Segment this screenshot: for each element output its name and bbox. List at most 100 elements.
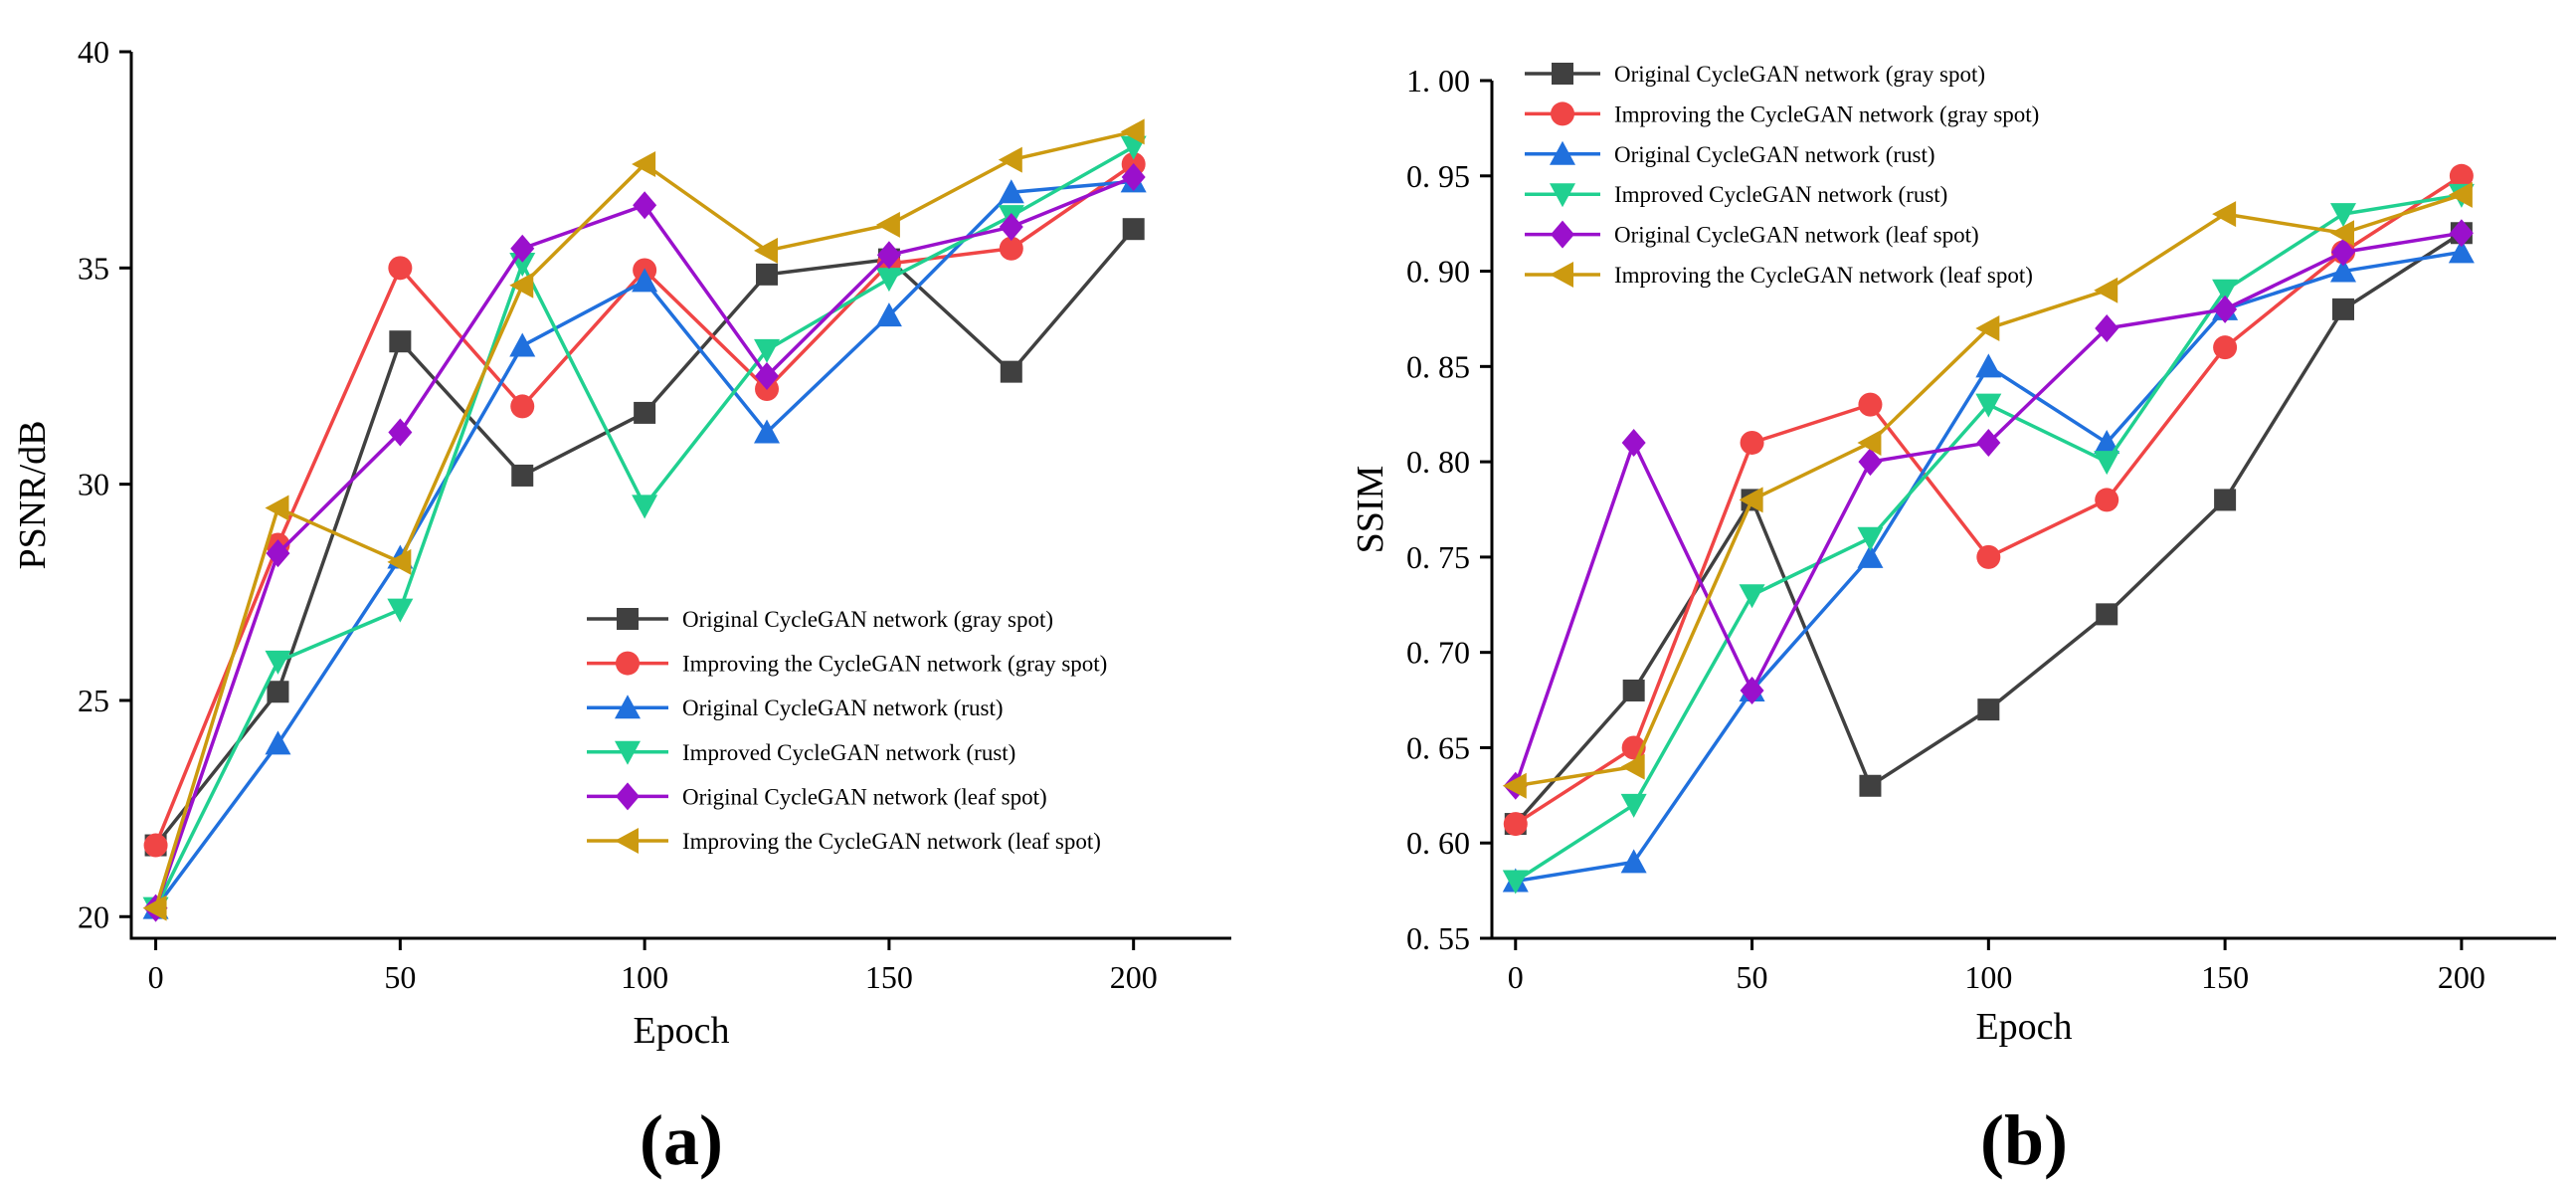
legend-marker xyxy=(615,828,639,854)
y-tick-label: 0. 55 xyxy=(1406,920,1470,956)
y-tick-label: 0. 90 xyxy=(1406,254,1470,290)
data-point xyxy=(755,361,780,390)
data-point xyxy=(1503,812,1528,837)
data-point xyxy=(998,146,1022,173)
legend: Original CycleGAN network (gray spot) Imp… xyxy=(1525,62,2039,288)
data-point xyxy=(510,394,535,419)
data-point xyxy=(2448,181,2473,208)
data-point xyxy=(1975,393,2002,418)
legend-marker xyxy=(616,651,640,676)
data-point xyxy=(2332,298,2354,320)
data-point xyxy=(1122,218,1145,241)
data-point xyxy=(1502,772,1527,799)
data-point xyxy=(998,179,1024,204)
data-point xyxy=(1976,544,2001,569)
data-point xyxy=(510,234,535,263)
x-tick-label: 150 xyxy=(2201,959,2249,995)
legend-marker xyxy=(1552,63,1573,85)
data-point xyxy=(143,833,168,858)
data-point xyxy=(2330,258,2356,283)
y-tick-label: 0. 95 xyxy=(1406,158,1470,194)
data-point xyxy=(2330,220,2354,247)
data-point xyxy=(999,236,1023,261)
y-axis-label: SSIM xyxy=(1350,466,1391,554)
data-point xyxy=(2213,335,2238,360)
panel-label: (a) xyxy=(640,1100,723,1180)
y-tick-label: 0. 70 xyxy=(1406,635,1470,671)
legend-marker xyxy=(1551,220,1574,249)
data-point xyxy=(2094,451,2120,476)
data-point xyxy=(388,418,413,447)
x-tick-label: 200 xyxy=(1110,959,1158,995)
data-point xyxy=(754,237,779,264)
series-purple xyxy=(1503,219,2474,800)
y-tick-label: 40 xyxy=(78,34,109,70)
legend-marker xyxy=(1550,183,1575,208)
y-tick-label: 30 xyxy=(78,467,109,502)
data-point xyxy=(2449,163,2474,188)
data-point xyxy=(1739,487,1763,513)
y-tick-label: 35 xyxy=(78,250,109,286)
data-point xyxy=(1977,698,2000,721)
x-axis-label: Epoch xyxy=(633,1010,729,1052)
data-point xyxy=(388,256,413,281)
data-point xyxy=(1858,448,1883,477)
data-point xyxy=(1857,543,1884,568)
data-point xyxy=(387,548,412,575)
legend-marker xyxy=(1550,140,1575,165)
y-tick-label: 0. 75 xyxy=(1406,539,1470,575)
legend-label: Original CycleGAN network (rust) xyxy=(682,696,1004,720)
x-axis-label: Epoch xyxy=(1975,1006,2072,1048)
data-point xyxy=(2331,238,2355,267)
data-point xyxy=(265,730,291,755)
x-tick-label: 50 xyxy=(1737,959,1768,995)
data-point xyxy=(1620,849,1647,874)
data-point xyxy=(142,895,167,921)
axes xyxy=(129,52,1231,940)
x-tick-label: 50 xyxy=(384,959,416,995)
data-point xyxy=(1000,360,1022,383)
x-tick-label: 0 xyxy=(148,959,164,995)
data-point xyxy=(266,539,290,568)
data-point xyxy=(875,268,902,293)
data-point xyxy=(265,495,289,521)
data-point xyxy=(1620,753,1645,780)
legend-label: Improved CycleGAN network (rust) xyxy=(1614,182,1947,207)
y-axis-label: PSNR/dB xyxy=(12,421,54,570)
data-point xyxy=(389,330,412,353)
data-point xyxy=(1740,430,1764,455)
data-point xyxy=(2212,201,2237,228)
legend-label: Original CycleGAN network (leaf spot) xyxy=(682,784,1047,809)
legend-label: Original CycleGAN network (gray spot) xyxy=(682,607,1053,632)
data-point xyxy=(1621,428,1646,457)
data-point xyxy=(2095,314,2119,343)
legend-label: Original CycleGAN network (gray spot) xyxy=(1614,62,1985,87)
legend-label: Improving the CycleGAN network (gray spo… xyxy=(1614,101,2039,126)
data-point xyxy=(511,464,534,487)
data-point xyxy=(1121,163,1146,192)
data-point xyxy=(1739,584,1765,609)
legend-label: Improved CycleGAN network (rust) xyxy=(682,740,1015,765)
data-point xyxy=(1857,526,1884,551)
y-tick-label: 0. 80 xyxy=(1406,444,1470,480)
data-point xyxy=(2212,279,2239,303)
y-tick-label: 0. 60 xyxy=(1406,825,1470,861)
legend-marker xyxy=(615,695,641,719)
data-point xyxy=(1740,676,1764,704)
data-point xyxy=(754,419,781,444)
y-tick-label: 25 xyxy=(78,683,109,718)
data-point xyxy=(632,268,658,293)
x-tick-label: 100 xyxy=(621,959,668,995)
chart-psnr: 0 50 100 150 200 20 25 30 35 40 Epoch PSNR/dB (a) Ori… xyxy=(12,34,1231,1180)
y-tick-label: 0. 85 xyxy=(1406,348,1470,384)
data-point xyxy=(2095,488,2119,512)
data-point xyxy=(875,302,902,327)
data-point xyxy=(1620,793,1647,818)
data-point xyxy=(2448,239,2475,264)
x-tick-label: 200 xyxy=(2438,959,2485,995)
data-point xyxy=(1975,315,2000,342)
data-point xyxy=(1622,679,1645,701)
series-gray xyxy=(1504,222,2473,836)
x-tick-label: 100 xyxy=(1964,959,2012,995)
